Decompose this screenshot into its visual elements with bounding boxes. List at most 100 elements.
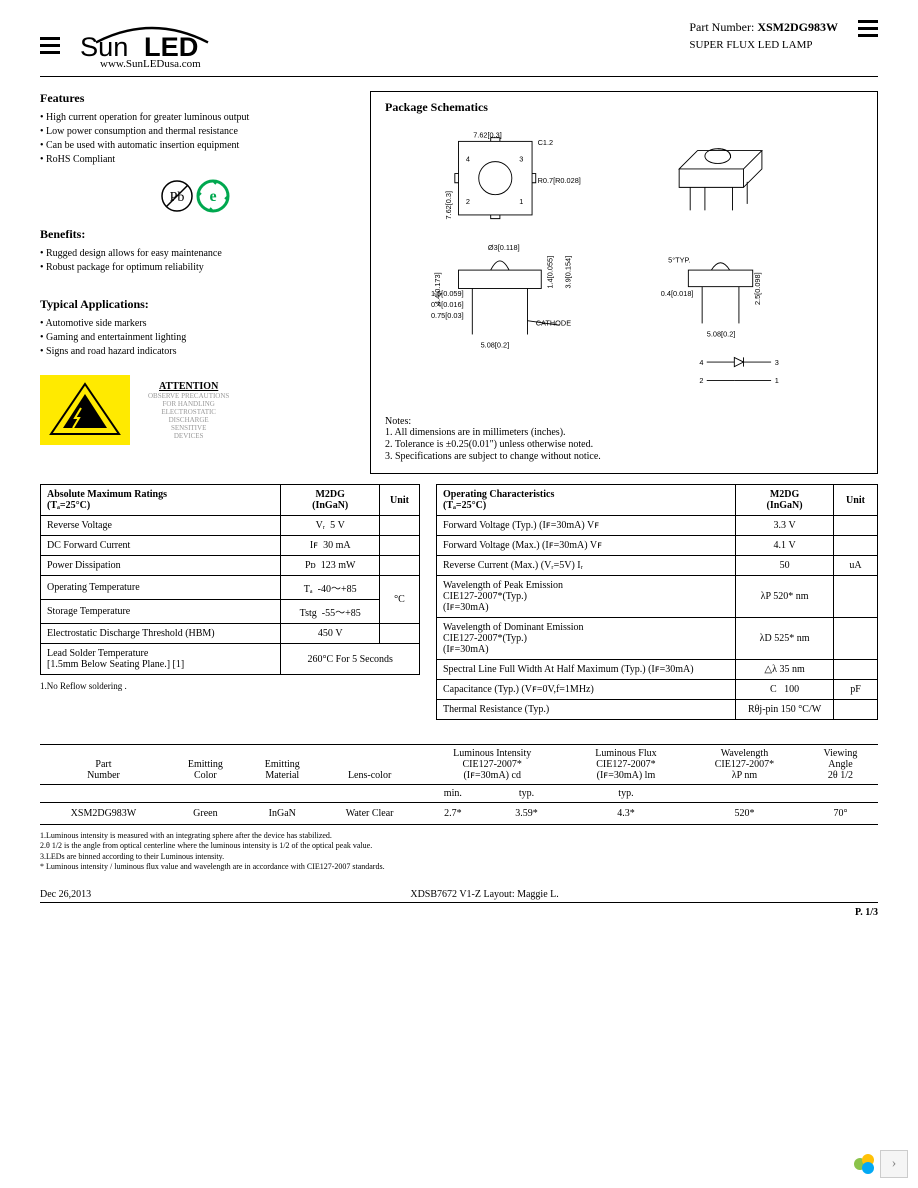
svg-text:7.62[0.3]: 7.62[0.3] (444, 191, 453, 220)
svg-text:Pb: Pb (169, 190, 184, 205)
svg-text:5.08[0.2]: 5.08[0.2] (707, 329, 736, 338)
application-item: Gaming and entertainment lighting (40, 332, 350, 343)
product-row: XSM2DG983W Green InGaN Water Clear 2.7* … (40, 803, 878, 825)
pt-cell: Water Clear (321, 803, 419, 825)
footer-docid: XDSB7672 V1-Z Layout: Maggie L. (410, 889, 558, 900)
logo-url: www.SunLEDusa.com (100, 58, 232, 70)
pt-header: Emitting Material (244, 745, 321, 785)
pt-header: Lens-color (321, 745, 419, 785)
svg-text:5°TYP.: 5°TYP. (668, 256, 690, 265)
svg-text:Sun: Sun (80, 31, 128, 60)
attention-title: ATTENTION (148, 381, 229, 392)
feature-item: Low power consumption and thermal resist… (40, 126, 350, 137)
svg-text:0.4[0.018]: 0.4[0.018] (661, 289, 694, 298)
esd-icon (40, 375, 130, 445)
pt-header: Wavelength CIE127-2007* λP nm (686, 745, 803, 785)
pb-free-icon: Pb (160, 179, 194, 213)
table-row: Forward Voltage (Typ.) (Iꜰ=30mA) Vꜰ3.3 V (437, 516, 878, 536)
table-row: Forward Voltage (Max.) (Iꜰ=30mA) Vꜰ4.1 V (437, 536, 878, 556)
attention-line: OBSERVE PRECAUTIONS (148, 392, 229, 400)
nav-corner: › (850, 1150, 908, 1178)
svg-text:3: 3 (775, 358, 779, 367)
pt-header: Luminous Intensity CIE127-2007* (Iꜰ=30mA… (419, 745, 566, 785)
table-row: Wavelength of Dominant EmissionCIE127-20… (437, 618, 878, 660)
svg-text:0.4[0.016]: 0.4[0.016] (431, 300, 464, 309)
note-item: 1. All dimensions are in millimeters (in… (385, 427, 863, 438)
viewer-logo-icon (850, 1150, 878, 1178)
tables-row: Absolute Maximum Ratings (Tₐ=25°C) M2DG … (40, 484, 878, 720)
part-number-label: Part Number: (689, 20, 754, 34)
application-item: Signs and road hazard indicators (40, 346, 350, 357)
attention-line: FOR HANDLING (148, 400, 229, 408)
ratings-header-unit: Unit (380, 485, 420, 516)
attention-text: ATTENTION OBSERVE PRECAUTIONS FOR HANDLI… (148, 381, 229, 440)
ratings-header-val: M2DG (InGaN) (281, 485, 380, 516)
next-page-button[interactable]: › (880, 1150, 908, 1178)
table-row: Reverse VoltageVᵣ 5 V (41, 516, 420, 536)
svg-text:1: 1 (519, 197, 523, 206)
features-title: Features (40, 91, 350, 106)
schematic-drawings: 43 21 7.62[0.3] C1.2 R0.7[R0.028] 7.62[0… (385, 123, 863, 463)
svg-text:4: 4 (466, 155, 470, 164)
table-row: Lead Solder Temperature[1.5mm Below Seat… (41, 644, 420, 675)
applications-list: Automotive side markers Gaming and enter… (40, 318, 350, 357)
pt-cell: 2.7* (419, 803, 488, 825)
notes-title: Notes: (385, 416, 863, 427)
attention-line: DEVICES (148, 432, 229, 440)
pt-cell: 4.3* (566, 803, 686, 825)
pt-cell: 3.59* (487, 803, 566, 825)
ratings-header-param: Absolute Maximum Ratings (Tₐ=25°C) (41, 485, 281, 516)
pt-cell: XSM2DG983W (40, 803, 167, 825)
pt-subheader: typ. (566, 785, 686, 803)
svg-text:C1.2: C1.2 (538, 138, 554, 147)
note-item: 2. Tolerance is ±0.25(0.01") unless othe… (385, 439, 863, 450)
left-column: Features High current operation for grea… (40, 91, 350, 474)
chevron-right-icon: › (892, 1156, 897, 1172)
table-row: Reverse Current (Max.) (Vᵣ=5V) Iᵣ50uA (437, 556, 878, 576)
menu-icon-right[interactable] (858, 20, 878, 37)
table-row: Wavelength of Peak EmissionCIE127-2007*(… (437, 576, 878, 618)
pt-cell: 70° (803, 803, 878, 825)
table-row: Power DissipationPᴅ 123 mW (41, 556, 420, 576)
footnote-item: 2.θ 1/2 is the angle from optical center… (40, 841, 878, 851)
esd-attention: ATTENTION OBSERVE PRECAUTIONS FOR HANDLI… (40, 375, 350, 445)
feature-item: Can be used with automatic insertion equ… (40, 140, 350, 151)
table-row: Electrostatic Discharge Threshold (HBM)4… (41, 624, 420, 644)
header: Sun LED www.SunLEDusa.com Part Number: X… (40, 20, 878, 77)
svg-text:e: e (210, 188, 217, 205)
benefit-item: Robust package for optimum reliability (40, 262, 350, 273)
package-schematic-svg: 43 21 7.62[0.3] C1.2 R0.7[R0.028] 7.62[0… (385, 123, 863, 408)
feature-item: High current operation for greater lumin… (40, 112, 350, 123)
ratings-table-wrap: Absolute Maximum Ratings (Tₐ=25°C) M2DG … (40, 484, 420, 691)
footnote-item: 3.LEDs are binned according to their Lum… (40, 852, 878, 862)
product-table: Part Number Emitting Color Emitting Mate… (40, 744, 878, 825)
svg-text:LED: LED (144, 31, 198, 60)
pt-header: Luminous Flux CIE127-2007* (Iꜰ=30mA) lm (566, 745, 686, 785)
svg-text:0.75[0.03]: 0.75[0.03] (431, 311, 464, 320)
table-row: Thermal Resistance (Typ.)Rθj-pin 150 °C/… (437, 700, 878, 720)
note-item: 3. Specifications are subject to change … (385, 451, 863, 462)
menu-icon[interactable] (40, 37, 60, 54)
footnote-item: 1.Luminous intensity is measured with an… (40, 831, 878, 841)
svg-text:1.4[0.055]: 1.4[0.055] (545, 256, 554, 289)
svg-text:Ø3[0.118]: Ø3[0.118] (488, 243, 520, 252)
pt-subheader: min. (419, 785, 488, 803)
svg-text:5.08[0.2]: 5.08[0.2] (481, 340, 510, 349)
doc-footer: Dec 26,2013 XDSB7672 V1-Z Layout: Maggie… (40, 889, 878, 903)
ops-header-unit: Unit (834, 485, 878, 516)
pt-cell: 520* (686, 803, 803, 825)
ratings-footnote: 1.No Reflow soldering . (40, 681, 420, 691)
svg-text:7.62[0.3]: 7.62[0.3] (473, 131, 502, 140)
table-row: DC Forward CurrentIꜰ 30 mA (41, 536, 420, 556)
pt-cell: InGaN (244, 803, 321, 825)
svg-text:1: 1 (775, 376, 779, 385)
feature-item: RoHS Compliant (40, 154, 350, 165)
logo: Sun LED www.SunLEDusa.com (72, 20, 232, 70)
table-row: Storage TemperatureTstg -55～+85 (41, 600, 420, 624)
footnote-item: * Luminous intensity / luminous flux val… (40, 862, 878, 872)
svg-text:3: 3 (519, 155, 523, 164)
schematics-panel: Package Schematics 43 21 7.62[0.3] C1.2 … (370, 91, 878, 474)
top-two-col: Features High current operation for grea… (40, 91, 878, 474)
pt-header: Emitting Color (167, 745, 244, 785)
part-number: XSM2DG983W (757, 20, 838, 34)
